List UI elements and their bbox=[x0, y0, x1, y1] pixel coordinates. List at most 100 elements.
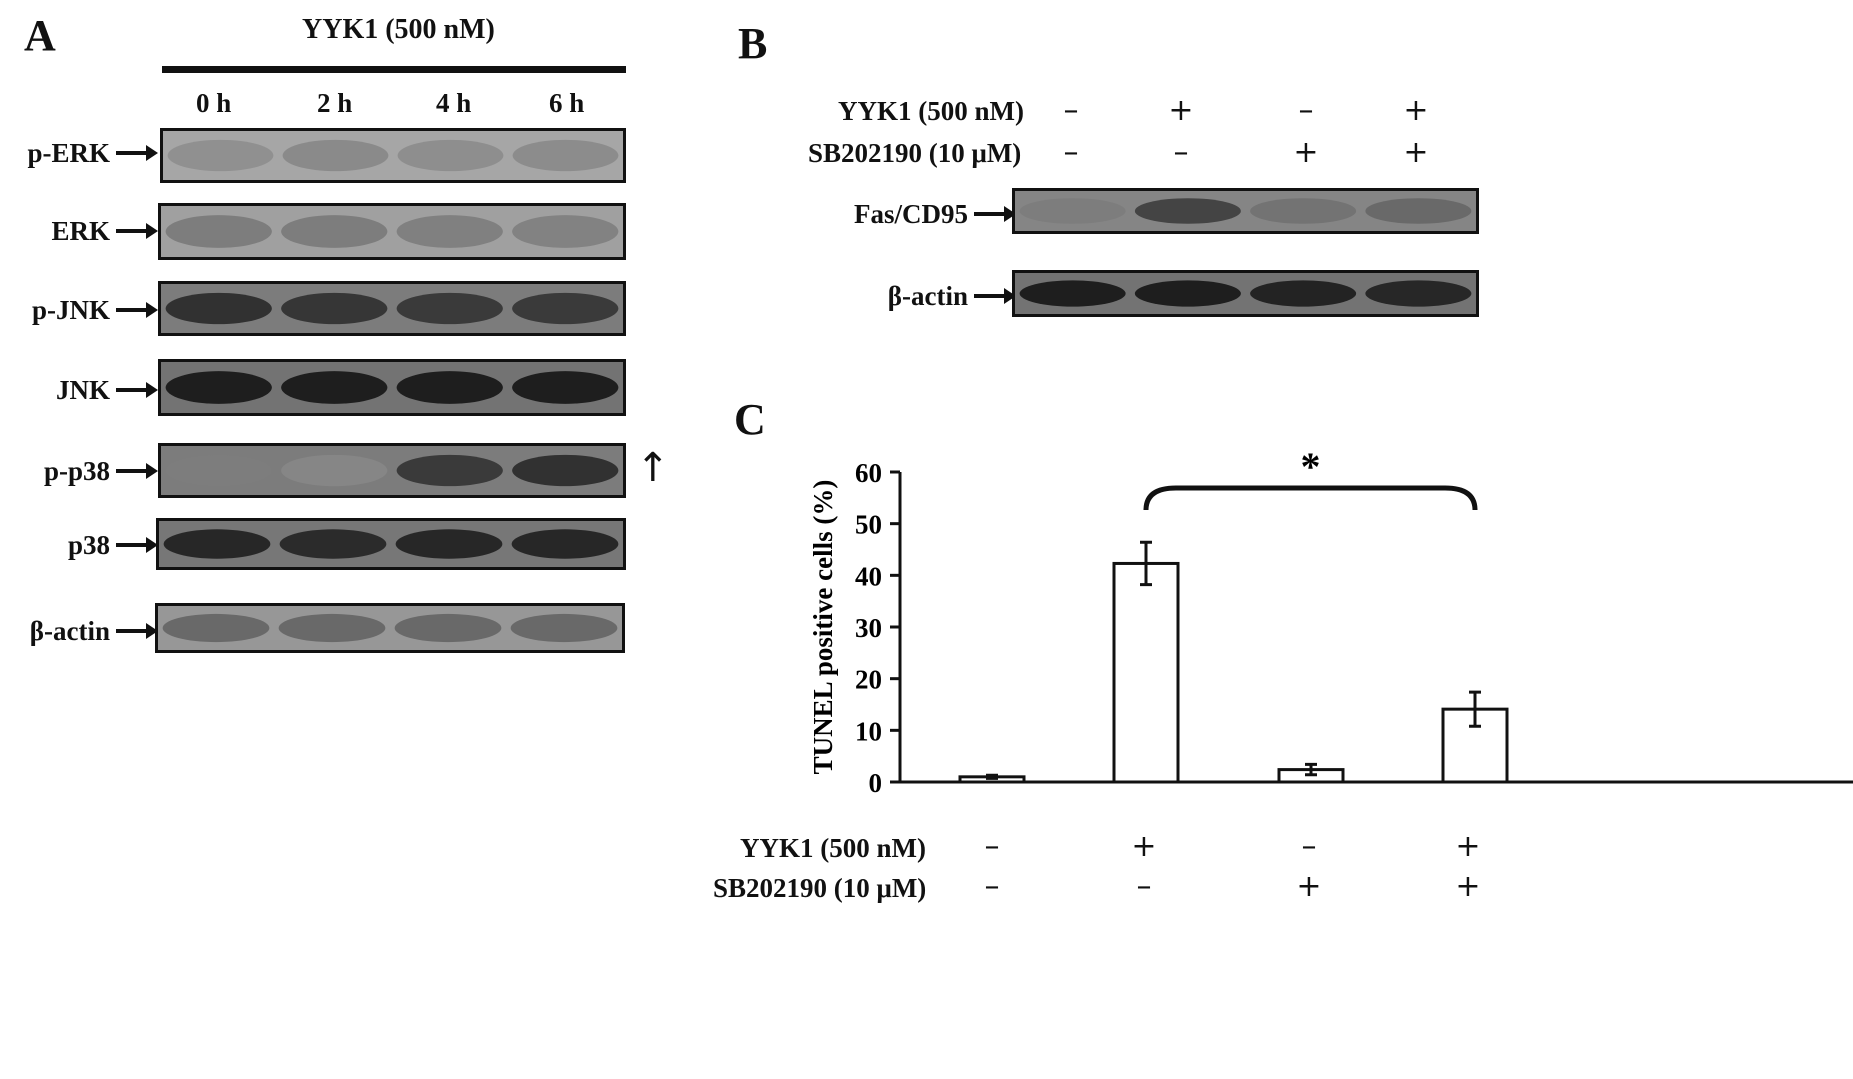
panel-c-bar-chart: TUNEL positive cells (%) 0 10 20 30 40 50 60 * bbox=[808, 444, 1853, 798]
blot-band bbox=[396, 454, 503, 487]
panel-b-condition-sb-label: SB202190 (10 μM) bbox=[808, 138, 1022, 168]
blot-band bbox=[163, 529, 271, 559]
blot-band bbox=[510, 613, 618, 643]
blot-panel-a bbox=[160, 128, 626, 183]
panel-a-treatment-bar bbox=[162, 66, 626, 73]
panel-c-sign: + bbox=[1296, 869, 1322, 904]
blot-panel-a bbox=[155, 603, 625, 653]
blot-band bbox=[165, 215, 272, 248]
blot-band bbox=[167, 139, 274, 172]
bar bbox=[1112, 561, 1180, 784]
blot-label: p38 bbox=[67, 530, 110, 560]
blot-band bbox=[512, 371, 619, 404]
panel-b-sign: + bbox=[1293, 135, 1319, 170]
panel-b-condition-yyk1-label: YYK1 (500 nM) bbox=[838, 96, 1024, 126]
right-arrow-icon bbox=[116, 534, 158, 561]
blot-band bbox=[512, 139, 619, 172]
blot-band bbox=[165, 292, 272, 325]
blot-panel-a bbox=[158, 443, 626, 498]
blot-band bbox=[512, 292, 619, 325]
panel-c-sign: – bbox=[1136, 869, 1152, 904]
blot-panel-b bbox=[1012, 270, 1479, 317]
y-axis-label: TUNEL positive cells (%) bbox=[808, 480, 838, 775]
bars bbox=[958, 540, 1509, 784]
right-arrow-icon bbox=[974, 285, 1016, 312]
blot-label: β-actin bbox=[29, 616, 110, 646]
blot-band bbox=[1365, 280, 1472, 307]
blot-band bbox=[1134, 280, 1241, 307]
blot-panel-a bbox=[158, 281, 626, 336]
blot-band bbox=[1019, 198, 1126, 224]
right-arrow-icon bbox=[116, 460, 158, 487]
panel-c-sign: – bbox=[1301, 829, 1317, 864]
significance-bracket: * bbox=[1143, 444, 1478, 511]
blot-label: JNK bbox=[56, 375, 110, 405]
blot-band bbox=[1250, 280, 1357, 307]
significance-line bbox=[1143, 485, 1478, 511]
right-arrow-icon bbox=[116, 620, 158, 647]
panel-c-sign: – bbox=[984, 829, 1000, 864]
panel-c-sign: + bbox=[1131, 829, 1157, 864]
significance-label: * bbox=[1301, 444, 1321, 489]
timepoint-label: 2 h bbox=[317, 88, 353, 118]
panel-c-sign: – bbox=[984, 869, 1000, 904]
blot-band bbox=[396, 215, 503, 248]
blot-band bbox=[512, 215, 619, 248]
right-arrow-icon bbox=[116, 379, 158, 406]
panel-b-sign: – bbox=[1173, 135, 1189, 170]
right-arrow-icon bbox=[974, 203, 1016, 230]
blot-band bbox=[1019, 280, 1126, 307]
y-tick-label: 30 bbox=[855, 613, 882, 643]
error-bar bbox=[986, 773, 998, 780]
y-tick-label: 10 bbox=[855, 716, 882, 746]
panel-c-condition-sb-label: SB202190 (10 μM) bbox=[713, 873, 927, 903]
panel-c-sign: + bbox=[1455, 869, 1481, 904]
blot-panel-b bbox=[1012, 188, 1479, 234]
blot-band bbox=[512, 454, 619, 487]
blot-band bbox=[162, 613, 270, 643]
blot-panel-a bbox=[158, 203, 626, 260]
blot-label: Fas/CD95 bbox=[854, 199, 968, 229]
timepoint-label: 0 h bbox=[196, 88, 232, 118]
blot-band bbox=[394, 613, 502, 643]
blot-band bbox=[165, 371, 272, 404]
blot-band bbox=[281, 371, 388, 404]
right-arrow-icon bbox=[116, 299, 158, 326]
panel-c-condition-yyk1-label: YYK1 (500 nM) bbox=[740, 833, 926, 863]
y-axis: 0 10 20 30 40 50 60 bbox=[855, 458, 1853, 798]
panel-c-letter: C bbox=[734, 395, 766, 444]
y-tick-label: 20 bbox=[855, 665, 882, 695]
panel-a-letter: A bbox=[24, 11, 56, 60]
blot-label: ERK bbox=[51, 216, 110, 246]
error-bar bbox=[1305, 762, 1317, 777]
panel-b-letter: B bbox=[738, 19, 768, 68]
y-tick-label: 50 bbox=[855, 510, 882, 540]
blot-band bbox=[281, 454, 388, 487]
panel-b-sign: – bbox=[1063, 135, 1079, 170]
panel-b-sign: – bbox=[1063, 93, 1079, 128]
right-arrow-icon bbox=[116, 220, 158, 247]
timepoint-label: 6 h bbox=[549, 88, 585, 118]
blot-label: p-p38 bbox=[43, 456, 110, 486]
panel-b-sign: – bbox=[1298, 93, 1314, 128]
panel-b-sign: + bbox=[1168, 93, 1194, 128]
blot-band bbox=[396, 292, 503, 325]
blot-band bbox=[1250, 198, 1357, 224]
y-tick-label: 40 bbox=[855, 561, 882, 591]
blot-band bbox=[281, 215, 388, 248]
blot-band bbox=[395, 529, 503, 559]
blot-label: p-ERK bbox=[27, 138, 110, 168]
panel-a-treatment-label: YYK1 (500 nM) bbox=[302, 14, 495, 45]
blot-band bbox=[165, 454, 272, 487]
blot-band bbox=[1134, 198, 1241, 224]
blot-panel-a bbox=[156, 518, 626, 570]
blot-band bbox=[281, 292, 388, 325]
blot-band bbox=[279, 529, 387, 559]
error-bar bbox=[1469, 690, 1481, 728]
blot-band bbox=[282, 139, 389, 172]
y-tick-label: 60 bbox=[855, 458, 882, 488]
up-arrow-icon: ↑ bbox=[636, 445, 670, 491]
blot-band bbox=[397, 139, 504, 172]
panel-b-sign: + bbox=[1403, 93, 1429, 128]
right-arrow-icon bbox=[116, 142, 158, 169]
